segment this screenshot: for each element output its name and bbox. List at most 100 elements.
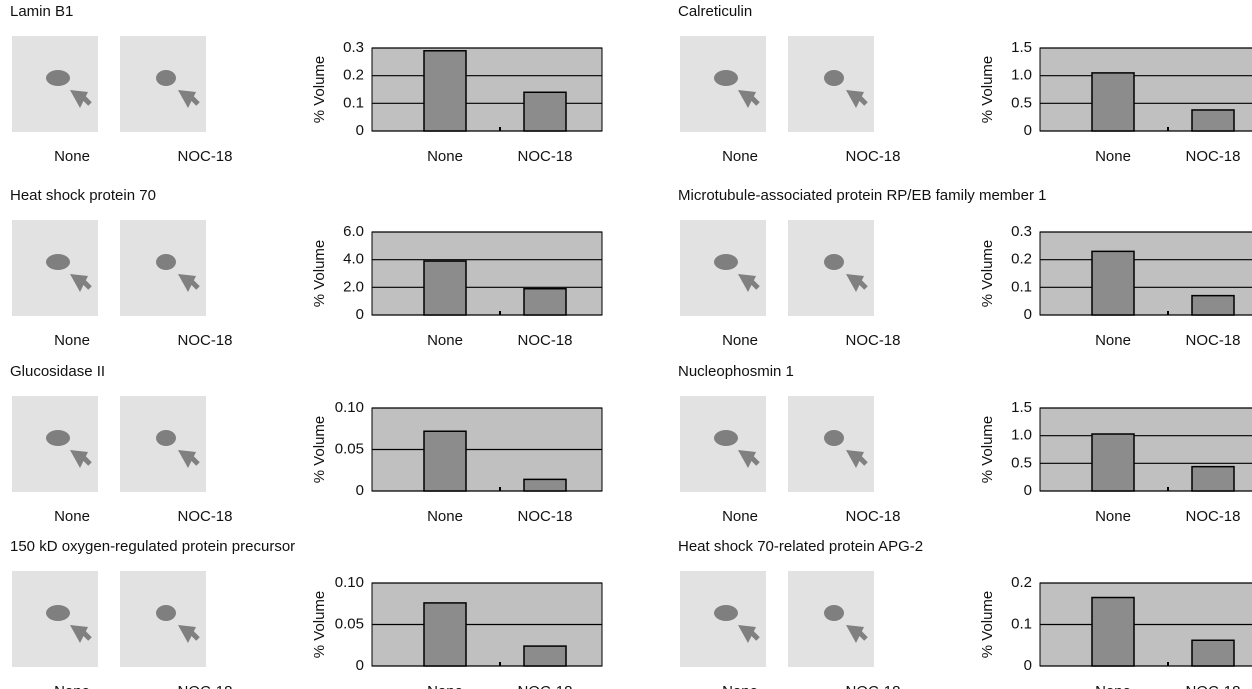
y-tick-label: 0.1 (1011, 278, 1032, 295)
y-tick-label: 0.3 (1011, 223, 1032, 240)
y-axis-label: % Volume (311, 240, 328, 308)
panel-title: Heat shock protein 70 (10, 187, 156, 204)
y-tick-label: 0.3 (343, 39, 364, 56)
gel-label: None (722, 332, 758, 349)
gel-spot (46, 70, 70, 86)
y-tick-label: 2.0 (343, 278, 364, 295)
gel-label: None (722, 148, 758, 165)
panel-title: Heat shock 70-related protein APG-2 (678, 538, 923, 555)
bar (524, 289, 566, 315)
y-tick-label: 1.0 (1011, 67, 1032, 84)
x-tick-label: NOC-18 (517, 332, 572, 349)
x-tick-label: None (1095, 683, 1131, 689)
gel-spot (714, 605, 738, 621)
gel-label: None (722, 683, 758, 689)
y-tick-label: 0 (1024, 306, 1032, 323)
bar (1192, 640, 1234, 666)
gel-spot (46, 254, 70, 270)
y-tick-label: 0 (356, 482, 364, 499)
gel-spot (156, 70, 176, 86)
panel-title: 150 kD oxygen-regulated protein precurso… (10, 538, 295, 555)
bar (424, 431, 466, 491)
y-axis-label: % Volume (979, 416, 996, 484)
y-tick-label: 0 (356, 306, 364, 323)
gel-label: NOC-18 (845, 508, 900, 525)
x-tick-label: NOC-18 (517, 683, 572, 689)
bar (424, 603, 466, 666)
y-tick-label: 0 (1024, 482, 1032, 499)
panel-title: Glucosidase II (10, 363, 105, 380)
y-axis-label: % Volume (311, 416, 328, 484)
gel-spot (824, 70, 844, 86)
bar (1092, 73, 1134, 131)
y-tick-label: 1.5 (1011, 399, 1032, 416)
bar (524, 92, 566, 131)
gel-spot (824, 254, 844, 270)
y-tick-label: 0.2 (343, 67, 364, 84)
y-tick-label: 0.1 (1011, 615, 1032, 632)
bar (524, 479, 566, 491)
x-tick-label: None (427, 683, 463, 689)
gel-spot (156, 605, 176, 621)
bar (1192, 467, 1234, 491)
y-tick-label: 0.10 (335, 574, 364, 591)
y-tick-label: 0.2 (1011, 251, 1032, 268)
y-tick-label: 0.5 (1011, 94, 1032, 111)
x-tick-label: NOC-18 (1185, 332, 1240, 349)
y-tick-label: 1.5 (1011, 39, 1032, 56)
y-tick-label: 6.0 (343, 223, 364, 240)
y-axis-label: % Volume (979, 56, 996, 124)
bar (1192, 110, 1234, 131)
figure: Lamin B1 None NOC-18 0 0.1 0.2 0.3 % Volume None… (0, 0, 1252, 689)
gel-label: NOC-18 (845, 148, 900, 165)
gel-label: NOC-18 (845, 332, 900, 349)
x-tick-label: NOC-18 (517, 508, 572, 525)
panel-title: Lamin B1 (10, 3, 73, 20)
y-tick-label: 0 (356, 122, 364, 139)
gel-spot (46, 430, 70, 446)
y-axis-label: % Volume (311, 56, 328, 124)
gel-spot (824, 430, 844, 446)
x-tick-label: NOC-18 (1185, 683, 1240, 689)
y-tick-label: 0.2 (1011, 574, 1032, 591)
bar (1092, 251, 1134, 315)
y-axis-label: % Volume (979, 591, 996, 659)
x-tick-label: NOC-18 (1185, 148, 1240, 165)
x-tick-label: None (1095, 332, 1131, 349)
x-tick-label: None (427, 508, 463, 525)
y-tick-label: 0.10 (335, 399, 364, 416)
gel-spot (46, 605, 70, 621)
gel-spot (824, 605, 844, 621)
y-tick-label: 0 (356, 657, 364, 674)
y-tick-label: 4.0 (343, 251, 364, 268)
gel-spot (714, 254, 738, 270)
gel-label: NOC-18 (177, 332, 232, 349)
x-tick-label: None (427, 332, 463, 349)
gel-label: None (54, 148, 90, 165)
gel-spot (714, 430, 738, 446)
bar (524, 646, 566, 666)
y-tick-label: 1.0 (1011, 427, 1032, 444)
y-tick-label: 0.1 (343, 94, 364, 111)
y-tick-label: 0.5 (1011, 454, 1032, 471)
gel-label: NOC-18 (845, 683, 900, 689)
bar (1092, 598, 1134, 666)
gel-label: NOC-18 (177, 683, 232, 689)
gel-spot (156, 254, 176, 270)
x-tick-label: None (1095, 508, 1131, 525)
x-tick-label: None (427, 148, 463, 165)
y-tick-label: 0 (1024, 657, 1032, 674)
panel-title: Nucleophosmin 1 (678, 363, 794, 380)
x-tick-label: NOC-18 (1185, 508, 1240, 525)
gel-label: None (54, 508, 90, 525)
gel-label: NOC-18 (177, 148, 232, 165)
x-tick-label: NOC-18 (517, 148, 572, 165)
gel-label: NOC-18 (177, 508, 232, 525)
bar (424, 261, 466, 315)
y-tick-label: 0 (1024, 122, 1032, 139)
plot-area (372, 48, 602, 131)
panel-title: Calreticulin (678, 3, 752, 20)
panel-title: Microtubule-associated protein RP/EB fam… (678, 187, 1046, 204)
bar (1192, 296, 1234, 315)
y-tick-label: 0.05 (335, 615, 364, 632)
